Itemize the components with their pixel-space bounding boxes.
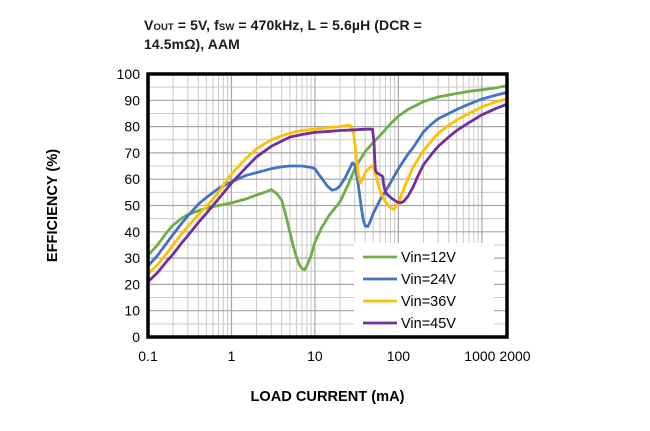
series-line-vin-45v xyxy=(146,102,509,284)
x-tick-label: 1 xyxy=(228,348,236,364)
y-tick-label: 30 xyxy=(124,250,140,266)
chart-title-line2: 14.5mΩ), AAM xyxy=(144,36,240,53)
y-tick-label: 100 xyxy=(117,66,141,82)
chart-title-text: VOUT = 5V, fSW = 470kHz, L = 5.6µH (DCR … xyxy=(144,17,422,53)
series-line-vin-36v xyxy=(146,97,509,276)
series-line-vin-12v xyxy=(146,84,509,272)
legend-label: Vin=36V xyxy=(401,294,456,310)
x-tick-label: 0.1 xyxy=(138,348,158,364)
plot-border xyxy=(146,72,509,339)
y-tick-label: 90 xyxy=(124,92,140,108)
x-tick-label: 10 xyxy=(307,348,323,364)
y-tick-label: 50 xyxy=(124,198,140,214)
y-tick-label: 60 xyxy=(124,171,140,187)
chart-title: VOUT = 5V, fSW = 470kHz, L = 5.6µH (DCR … xyxy=(144,16,544,55)
legend-label: Vin=45V xyxy=(401,316,456,332)
y-tick-label: 0 xyxy=(132,329,140,345)
y-tick-label: 20 xyxy=(124,276,140,292)
y-tick-label: 10 xyxy=(124,303,140,319)
y-axis-title: EFFICIENCY (%) xyxy=(45,149,61,262)
legend-label: Vin=12V xyxy=(401,250,456,266)
x-tick-label: 2000 xyxy=(499,348,530,364)
y-tick-label: 40 xyxy=(124,224,140,240)
y-tick-label: 80 xyxy=(124,119,140,135)
x-tick-label: 1000 xyxy=(464,348,495,364)
x-tick-label: 100 xyxy=(387,348,411,364)
x-axis-title: LOAD CURRENT (mA) xyxy=(250,389,404,405)
y-tick-label: 70 xyxy=(124,145,140,161)
legend-label: Vin=24V xyxy=(401,272,456,288)
